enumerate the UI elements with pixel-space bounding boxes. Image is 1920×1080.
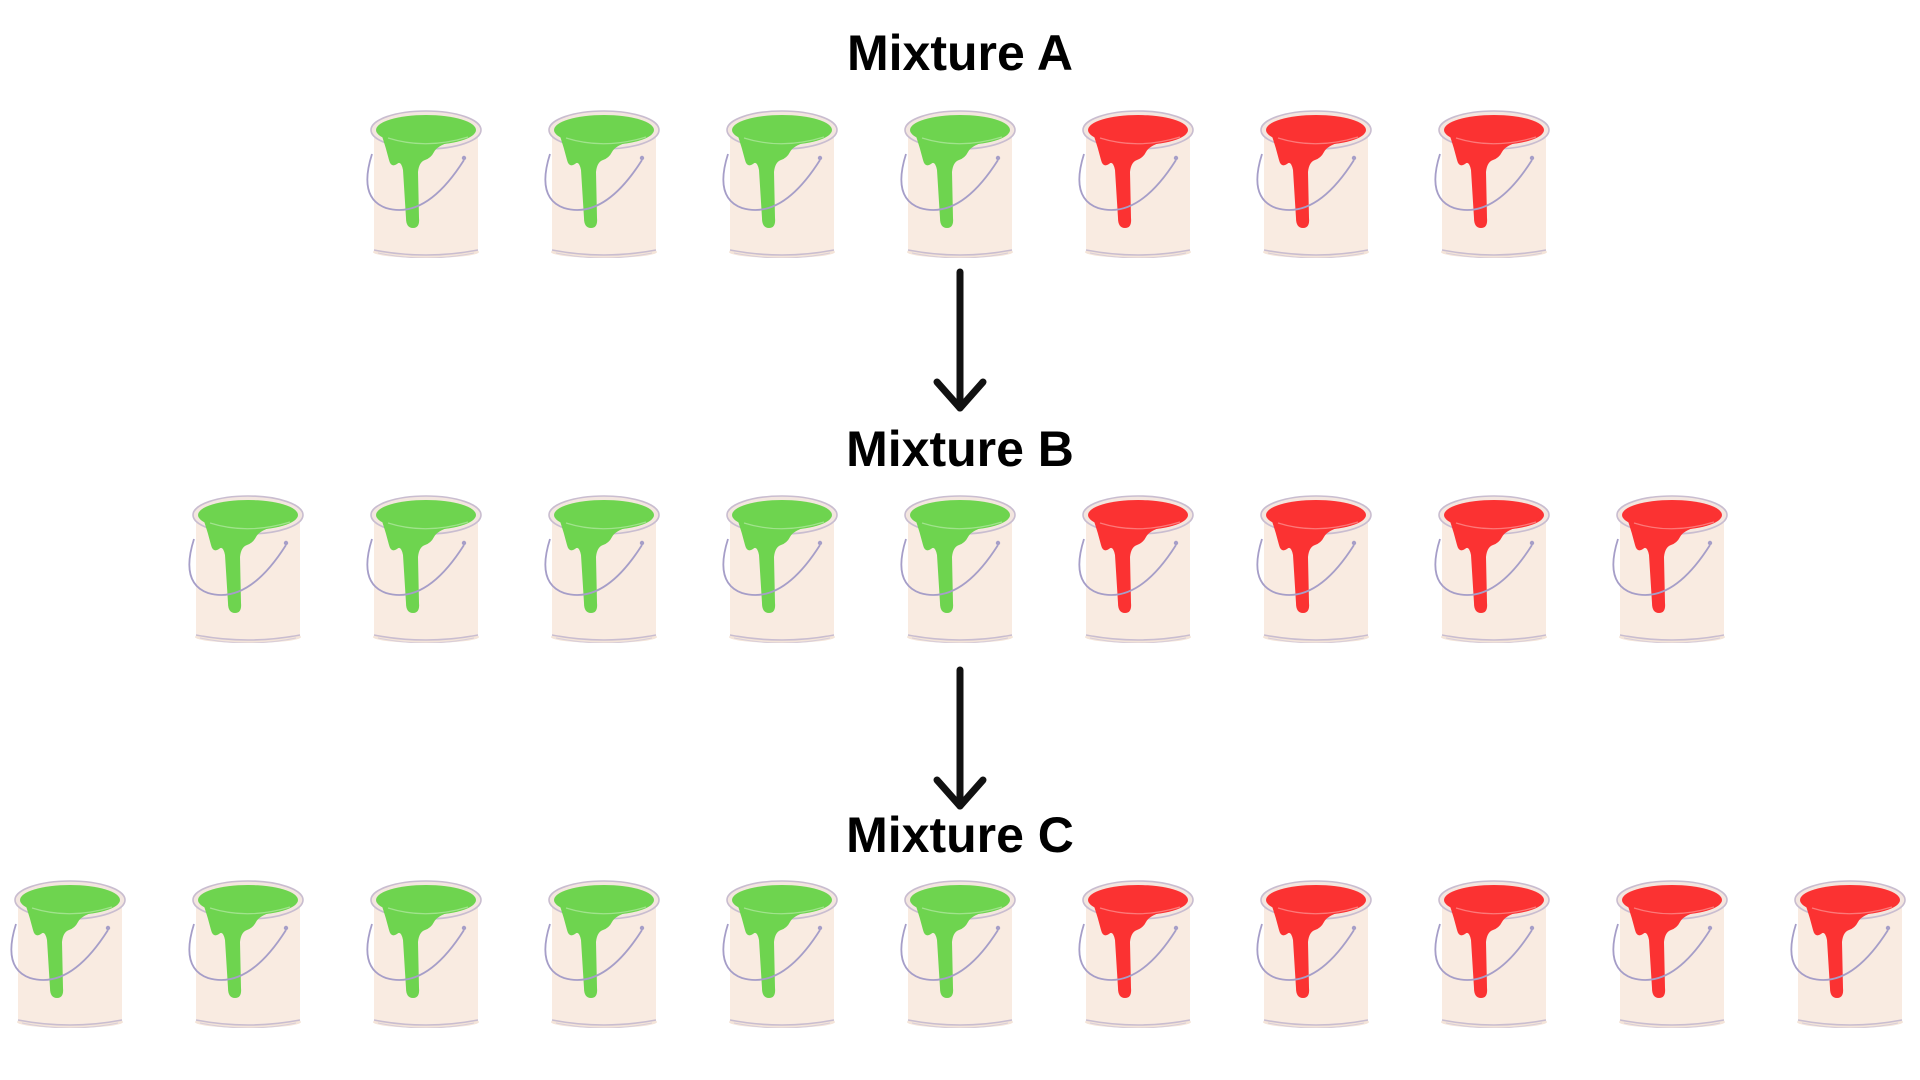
green-paint-bucket-icon <box>900 110 1016 258</box>
red-paint-bucket-icon <box>1256 880 1372 1028</box>
red-paint-bucket-icon <box>1790 880 1906 1028</box>
green-paint-bucket-icon <box>544 880 660 1028</box>
mixture-b-buckets <box>188 495 1728 643</box>
red-paint-bucket-icon <box>1434 110 1550 258</box>
arrow-a-to-b <box>933 268 987 412</box>
red-paint-bucket-icon <box>1256 495 1372 643</box>
mixture-a-title: Mixture A <box>847 25 1073 81</box>
green-paint-bucket-icon <box>900 495 1016 643</box>
red-paint-bucket-icon <box>1434 495 1550 643</box>
red-paint-bucket-icon <box>1612 495 1728 643</box>
red-paint-bucket-icon <box>1078 110 1194 258</box>
green-paint-bucket-icon <box>188 880 304 1028</box>
green-paint-bucket-icon <box>722 495 838 643</box>
green-paint-bucket-icon <box>10 880 126 1028</box>
red-paint-bucket-icon <box>1078 495 1194 643</box>
green-paint-bucket-icon <box>366 110 482 258</box>
mixture-c-buckets <box>10 880 1906 1028</box>
green-paint-bucket-icon <box>366 880 482 1028</box>
green-paint-bucket-icon <box>544 495 660 643</box>
green-paint-bucket-icon <box>188 495 304 643</box>
mixture-b-group: Mixture B <box>188 421 1728 643</box>
red-paint-bucket-icon <box>1434 880 1550 1028</box>
mixture-c-group: Mixture C <box>10 807 1906 1028</box>
mixture-b-title: Mixture B <box>846 421 1074 477</box>
red-paint-bucket-icon <box>1078 880 1194 1028</box>
red-paint-bucket-icon <box>1256 110 1372 258</box>
green-paint-bucket-icon <box>722 880 838 1028</box>
mixture-a-buckets <box>366 110 1550 258</box>
arrow-b-to-c <box>933 666 987 810</box>
green-paint-bucket-icon <box>366 495 482 643</box>
green-paint-bucket-icon <box>544 110 660 258</box>
red-paint-bucket-icon <box>1612 880 1728 1028</box>
mixture-a-group: Mixture A <box>366 25 1550 258</box>
green-paint-bucket-icon <box>900 880 1016 1028</box>
mixture-c-title: Mixture C <box>846 807 1074 863</box>
green-paint-bucket-icon <box>722 110 838 258</box>
